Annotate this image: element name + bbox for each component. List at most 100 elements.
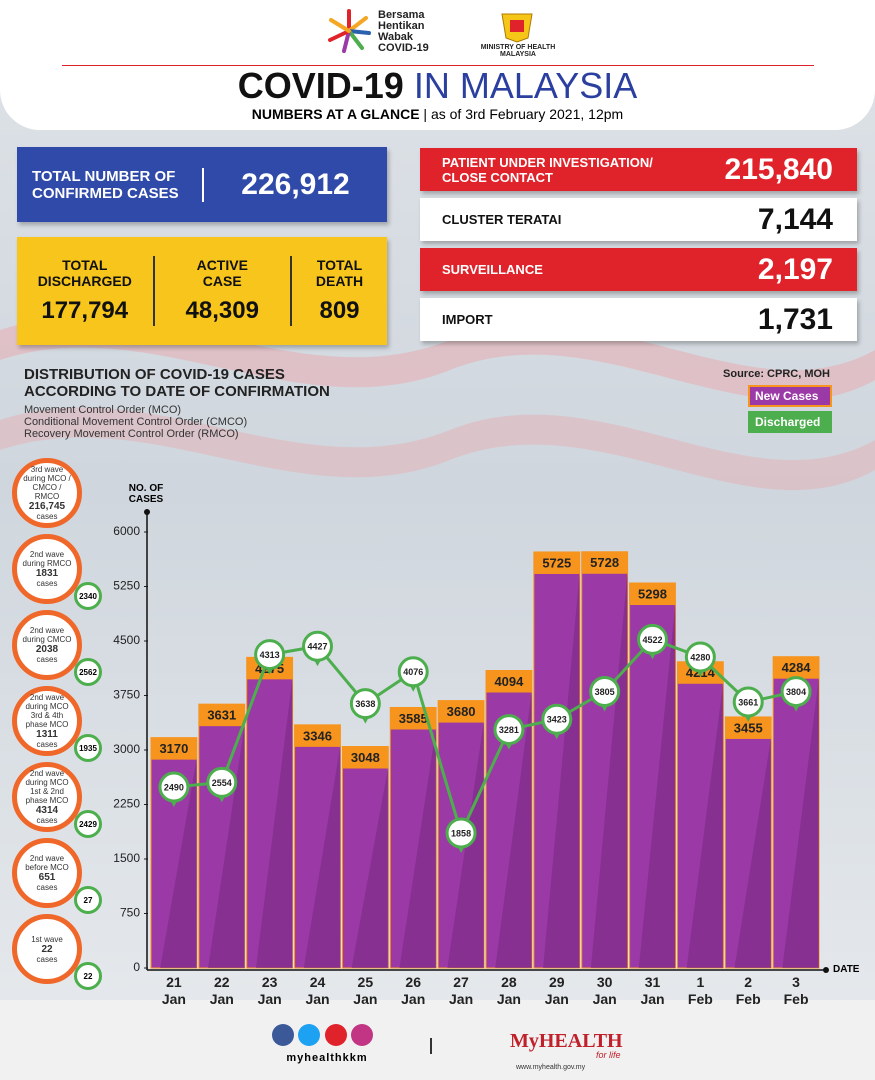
- marker: [445, 817, 477, 849]
- marker-label: 4076: [403, 667, 423, 677]
- wave-text: 2nd wave during MCO 1st & 2nd phase MCO: [25, 769, 69, 805]
- x-tick-label: 26 Jan: [401, 974, 426, 1007]
- bar-shade: [399, 727, 437, 968]
- marker-label: 4427: [307, 642, 327, 652]
- wave-count: 4314: [35, 805, 59, 816]
- breakdown-box: SURVEILLANCE 2,197: [420, 248, 857, 291]
- brand: MyHEALTH: [510, 1030, 623, 1052]
- bar-shade: [160, 757, 197, 968]
- chart-notes: Movement Control Order (MCO) Conditional …: [24, 404, 247, 440]
- social-icons: [272, 1024, 374, 1051]
- confirmed-box: TOTAL NUMBER OF CONFIRMED CASES 226,912: [17, 147, 387, 222]
- chart-note: Recovery Movement Control Order (RMCO): [24, 428, 239, 440]
- marker-label: 3281: [499, 725, 519, 735]
- y-tick-label: 750: [120, 906, 140, 920]
- y-axis-label: NO. OF CASES: [128, 483, 164, 505]
- logo-mark: [328, 9, 371, 53]
- x-tick-label: 23 Jan: [257, 974, 282, 1007]
- value-label: 3585: [399, 711, 428, 726]
- confirmed-label: TOTAL NUMBER OF CONFIRMED CASES: [17, 167, 204, 202]
- breakdown-value: 2,197: [757, 252, 833, 286]
- wave-circle: 2nd wave during MCO 1st & 2nd phase MCO 4…: [12, 762, 82, 832]
- active-label: ACTIVE CASE: [196, 257, 248, 289]
- url: www.myhealth.gov.my: [516, 1064, 586, 1071]
- wave-badge: 2340: [74, 582, 102, 610]
- value-label: 3048: [351, 750, 380, 765]
- legend-entry: Discharged: [748, 411, 832, 433]
- bar-shade: [638, 603, 676, 968]
- marker: [302, 630, 333, 662]
- wave-unit: cases: [36, 816, 58, 825]
- title-rest: IN MALAYSIA: [413, 65, 638, 106]
- marker-label: 3638: [355, 699, 375, 709]
- marker: [397, 656, 429, 688]
- title-bold: COVID-19: [237, 65, 404, 106]
- bar-shade: [782, 676, 819, 968]
- death-value: 809: [319, 297, 360, 324]
- legend-entry: New Cases: [748, 385, 832, 407]
- outcome-box: TOTAL DISCHARGED 177,794 ACTIVE CASE 48,…: [17, 237, 387, 345]
- wave-unit: cases: [36, 954, 58, 964]
- value-label: 4284: [782, 660, 812, 675]
- y-tick-label: 6000: [113, 524, 140, 538]
- marker: [349, 688, 381, 720]
- x-tick-label: 24 Jan: [305, 974, 330, 1007]
- value-label-bg: [438, 700, 484, 723]
- x-tick-label: 2 Feb: [735, 974, 761, 1007]
- wave-count: 1831: [35, 568, 59, 579]
- subtitle-rest: as of 3rd February 2021, 12pm: [430, 106, 624, 122]
- breakdown-value: 215,840: [724, 152, 833, 186]
- value-label-bg: [198, 704, 245, 727]
- x-tick-label: 3 Feb: [783, 974, 809, 1007]
- wave-text: 2nd wave during MCO 3rd & 4th phase MCO: [25, 693, 69, 729]
- y-tick-label: 3000: [113, 742, 140, 756]
- wave-text: 2nd wave during CMCO: [22, 626, 72, 644]
- breakdown-box: IMPORT 1,731: [420, 298, 857, 341]
- y-axis-dot: [144, 509, 150, 515]
- wave-count: 1311: [36, 729, 58, 740]
- wave-unit: cases: [36, 883, 58, 892]
- value-label-bg: [342, 746, 389, 769]
- death-label: TOTAL DEATH: [315, 257, 364, 289]
- chart-title: DISTRIBUTION OF COVID-19 CASES ACCORDING…: [24, 366, 330, 400]
- breakdown-value: 1,731: [757, 302, 833, 336]
- x-tick-label: 21 Jan: [161, 974, 186, 1007]
- value-label: 4094: [494, 674, 524, 689]
- discharged-label: TOTAL DISCHARGED: [37, 257, 132, 289]
- wave-unit: cases: [36, 579, 58, 588]
- marker-label: 4522: [642, 635, 662, 645]
- wave-text: 2nd wave during RMCO: [22, 550, 72, 568]
- crest: [501, 13, 533, 43]
- x-tick-label: 29 Jan: [544, 974, 569, 1007]
- value-label-bg: [725, 716, 772, 739]
- bar-shade: [734, 736, 772, 968]
- wave-unit: cases: [36, 655, 58, 664]
- wave-count: 651: [38, 872, 56, 883]
- y-tick-label: 0: [133, 960, 140, 974]
- active-cell: ACTIVE CASE 48,309: [155, 257, 291, 325]
- y-tick-label: 5250: [113, 579, 140, 593]
- wave-circle: 2nd wave during RMCO 1831 cases: [12, 534, 82, 604]
- breakdown-box: PATIENT UNDER INVESTIGATION/ CLOSE CONTA…: [420, 148, 857, 191]
- marker: [493, 714, 525, 746]
- marker: [541, 703, 573, 735]
- bar-shade: [303, 744, 341, 968]
- ministry-name: MINISTRY OF HEALTH MALAYSIA: [480, 44, 556, 58]
- header: Bersama Hentikan Wabak COVID-19 MINISTRY…: [0, 0, 875, 130]
- value-label: 5298: [638, 586, 667, 601]
- x-axis-dot: [823, 967, 829, 973]
- value-label-bg: [581, 551, 628, 574]
- subtitle-bold: NUMBERS AT A GLANCE: [251, 106, 420, 122]
- wave-badge: 22: [74, 962, 102, 990]
- value-label: 3346: [303, 728, 332, 743]
- wave-count: 22: [41, 943, 53, 955]
- marker-label: 4313: [260, 650, 280, 660]
- value-label-bg: [629, 583, 676, 606]
- wave-circle: 3rd wave during MCO / CMCO / RMCO 216,745…: [12, 458, 82, 528]
- value-label-bg: [533, 551, 580, 574]
- marker-label: 3805: [595, 687, 615, 697]
- value-label: 5725: [542, 555, 571, 570]
- value-label: 5728: [590, 555, 619, 570]
- y-tick-label: 2250: [113, 797, 140, 811]
- y-tick-label: 4500: [113, 633, 140, 647]
